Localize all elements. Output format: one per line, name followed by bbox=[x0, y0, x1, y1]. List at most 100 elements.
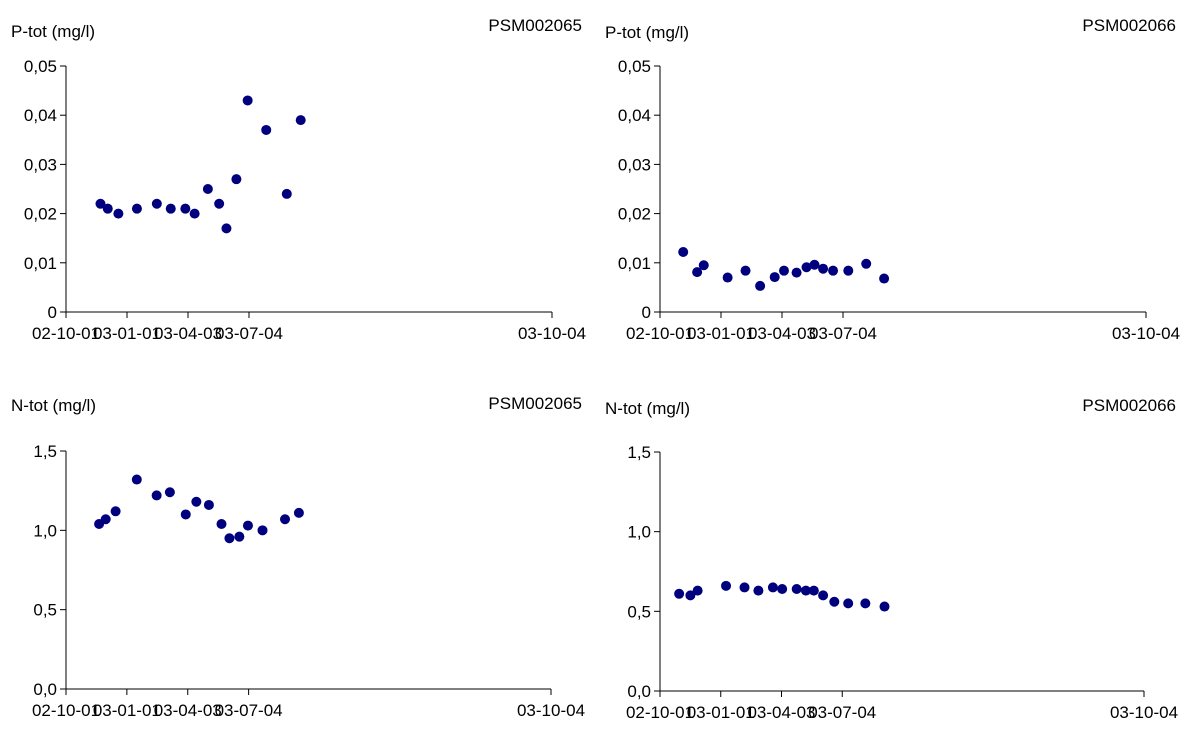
data-point bbox=[808, 585, 819, 596]
y-tick-label: 0,02 bbox=[24, 205, 57, 224]
data-point bbox=[224, 533, 235, 544]
data-point bbox=[777, 584, 788, 595]
y-tick-label: 1,5 bbox=[627, 443, 651, 462]
data-point bbox=[214, 198, 225, 209]
data-point bbox=[165, 203, 176, 214]
data-point bbox=[221, 223, 232, 234]
data-point bbox=[164, 487, 175, 498]
y-tick-label: 0,04 bbox=[618, 106, 651, 125]
y-tick-label: 0,0 bbox=[627, 682, 651, 701]
data-point bbox=[113, 208, 124, 219]
data-point bbox=[100, 514, 111, 525]
data-point bbox=[216, 518, 227, 529]
y-tick-label: 0,5 bbox=[33, 601, 57, 620]
data-point bbox=[95, 198, 106, 209]
y-tick-label: 0,01 bbox=[24, 254, 57, 273]
x-tick-label: 03-10-04 bbox=[517, 701, 585, 720]
data-point bbox=[818, 590, 829, 601]
y-tick-label: 0,5 bbox=[627, 602, 651, 621]
scatter-chart: P-tot (mg/l) PSM002066 0 0,01 0,02 0,03 0,04 0,… bbox=[605, 16, 1180, 343]
data-point bbox=[692, 267, 703, 278]
y-tick-label: 0,0 bbox=[33, 680, 57, 699]
data-point bbox=[860, 598, 871, 609]
data-point bbox=[801, 262, 812, 273]
chart-panel-ptot-psm002066: P-tot (mg/l) PSM002066 0 0,01 0,02 0,03 0,04 0,… bbox=[594, 0, 1187, 367]
scatter-chart: N-tot (mg/l) PSM002065 0,0 0,5 1,0 1,5 02-10-0… bbox=[11, 394, 585, 720]
y-tick-label: 0,01 bbox=[618, 254, 651, 273]
x-tick-label: 03-07-04 bbox=[808, 703, 876, 722]
data-point bbox=[261, 124, 272, 135]
data-point bbox=[281, 188, 292, 199]
y-axis-label: N-tot (mg/l) bbox=[605, 399, 690, 418]
data-point bbox=[234, 531, 245, 542]
data-point bbox=[818, 263, 829, 274]
station-label: PSM002065 bbox=[488, 16, 582, 35]
chart-panel-ptot-psm002065: P-tot (mg/l) PSM002065 0 0,01 0,02 0,03 0,04 0,… bbox=[0, 0, 593, 367]
x-tick-label: 03-01-01 bbox=[93, 324, 161, 343]
data-point bbox=[861, 258, 872, 269]
y-tick-label: 0 bbox=[642, 303, 651, 322]
data-point bbox=[131, 203, 142, 214]
data-point bbox=[843, 598, 854, 609]
y-axis-label: P-tot (mg/l) bbox=[11, 22, 95, 41]
data-point bbox=[293, 507, 304, 518]
station-label: PSM002066 bbox=[1082, 16, 1176, 35]
x-tick-label: 02-10-01 bbox=[626, 703, 694, 722]
x-tick-label: 03-04-03 bbox=[747, 703, 815, 722]
data-point bbox=[231, 174, 242, 185]
x-tick-label: 03-10-04 bbox=[518, 324, 586, 343]
data-point bbox=[739, 582, 750, 593]
data-point bbox=[767, 582, 778, 593]
x-tick-label: 03-07-04 bbox=[215, 324, 283, 343]
chart-panel-ntot-psm002065: N-tot (mg/l) PSM002065 0,0 0,5 1,0 1,5 02-10-0… bbox=[0, 367, 593, 734]
station-label: PSM002066 bbox=[1082, 396, 1176, 415]
data-point bbox=[202, 184, 213, 194]
x-tick-label: 03-01-01 bbox=[93, 701, 161, 720]
y-tick-label: 0,05 bbox=[24, 57, 57, 76]
data-point bbox=[242, 520, 253, 531]
x-tick-label: 03-07-04 bbox=[809, 324, 877, 343]
data-point bbox=[242, 95, 253, 106]
data-point bbox=[722, 272, 733, 283]
x-tick-label: 03-10-04 bbox=[1110, 703, 1178, 722]
y-axis-label: N-tot (mg/l) bbox=[11, 396, 96, 415]
data-point bbox=[721, 580, 732, 591]
x-tick-label: 02-10-01 bbox=[32, 701, 100, 720]
data-point bbox=[755, 280, 766, 291]
data-point bbox=[829, 596, 840, 607]
data-point bbox=[698, 260, 709, 271]
y-tick-label: 0,05 bbox=[618, 57, 651, 76]
x-tick-label: 03-01-01 bbox=[687, 703, 755, 722]
data-point bbox=[800, 585, 811, 596]
data-point bbox=[791, 267, 802, 278]
y-tick-label: 0,02 bbox=[618, 205, 651, 224]
data-point bbox=[828, 265, 839, 276]
y-tick-label: 0,03 bbox=[618, 155, 651, 174]
x-tick-label: 03-04-03 bbox=[748, 324, 816, 343]
data-point bbox=[809, 259, 820, 270]
y-tick-label: 1,0 bbox=[33, 521, 57, 540]
data-point bbox=[203, 499, 214, 510]
data-point bbox=[674, 588, 685, 599]
y-tick-label: 1,0 bbox=[627, 523, 651, 542]
data-point bbox=[102, 203, 113, 214]
x-tick-label: 02-10-01 bbox=[32, 324, 100, 343]
data-point bbox=[843, 265, 854, 276]
scatter-chart: N-tot (mg/l) PSM002066 0,0 0,5 1,0 1,5 02-10-0… bbox=[605, 396, 1178, 722]
chart-panel-ntot-psm002066: N-tot (mg/l) PSM002066 0,0 0,5 1,0 1,5 02-10-0… bbox=[594, 367, 1187, 734]
data-point bbox=[191, 496, 202, 507]
data-point bbox=[879, 601, 890, 612]
data-point bbox=[189, 208, 200, 219]
data-point bbox=[151, 198, 162, 209]
data-point bbox=[753, 585, 764, 596]
data-point bbox=[131, 474, 142, 485]
data-point bbox=[257, 525, 268, 536]
data-point bbox=[280, 514, 291, 525]
y-tick-label: 1,5 bbox=[33, 442, 57, 461]
x-tick-label: 03-04-03 bbox=[154, 701, 222, 720]
data-point bbox=[180, 203, 191, 214]
y-tick-label: 0,03 bbox=[24, 155, 57, 174]
data-point bbox=[110, 506, 121, 517]
data-point bbox=[295, 115, 306, 126]
data-point bbox=[692, 585, 703, 596]
